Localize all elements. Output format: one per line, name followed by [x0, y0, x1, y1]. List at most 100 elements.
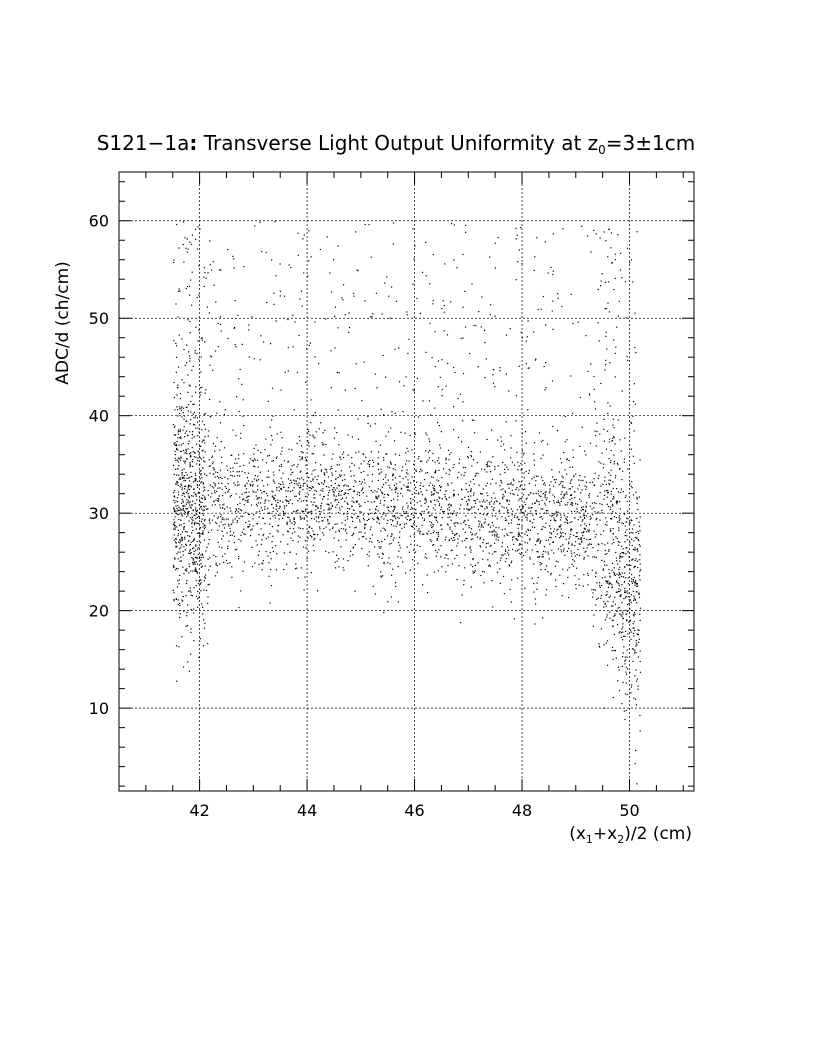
data-point: [566, 504, 568, 506]
data-point: [442, 300, 444, 302]
data-point: [188, 565, 190, 568]
data-point: [634, 629, 636, 632]
data-point: [448, 459, 450, 461]
data-point: [336, 464, 338, 466]
data-point: [192, 559, 194, 561]
data-point: [559, 574, 561, 576]
data-point: [196, 499, 198, 501]
data-point: [410, 543, 412, 545]
data-point: [419, 545, 421, 547]
data-point: [461, 488, 463, 490]
data-point: [618, 521, 620, 524]
data-point: [544, 484, 546, 486]
data-point: [430, 500, 432, 502]
data-point: [189, 466, 191, 468]
data-point: [428, 438, 430, 440]
data-point: [201, 603, 203, 605]
data-point: [211, 486, 213, 488]
data-point: [600, 280, 602, 282]
data-point: [282, 501, 284, 503]
data-point: [572, 449, 574, 451]
data-point: [518, 481, 520, 483]
data-point: [238, 410, 240, 413]
data-point: [182, 492, 184, 494]
data-point: [209, 484, 212, 486]
data-point: [578, 578, 580, 580]
data-point: [322, 432, 324, 434]
data-point: [234, 300, 236, 302]
data-point: [636, 231, 638, 233]
data-point: [613, 516, 616, 518]
data-point: [335, 506, 337, 508]
data-point: [203, 267, 205, 269]
data-point: [185, 471, 187, 473]
data-point: [630, 564, 632, 566]
data-point: [614, 259, 616, 261]
data-point: [467, 519, 469, 521]
data-point: [610, 232, 612, 234]
data-point: [396, 512, 398, 514]
data-point: [375, 495, 377, 497]
data-point: [365, 538, 367, 540]
data-point: [184, 460, 186, 462]
data-point: [255, 479, 257, 481]
data-point: [638, 521, 640, 523]
data-point: [505, 550, 507, 552]
data-point: [344, 484, 346, 486]
data-point: [246, 477, 249, 479]
data-point: [263, 491, 265, 493]
data-point: [219, 269, 221, 271]
data-point: [204, 341, 206, 343]
data-point: [172, 589, 174, 591]
data-point: [636, 496, 638, 498]
data-point: [618, 527, 620, 529]
data-point: [414, 433, 416, 435]
data-point: [235, 458, 237, 460]
data-point: [536, 500, 538, 503]
data-point: [583, 528, 585, 530]
data-point: [629, 569, 631, 571]
data-point: [180, 502, 183, 504]
data-point: [209, 416, 211, 418]
data-point: [604, 602, 606, 604]
data-point: [303, 483, 305, 485]
data-point: [556, 511, 558, 514]
data-point: [368, 466, 371, 468]
data-point: [185, 625, 187, 627]
data-point: [282, 483, 284, 485]
data-point: [608, 228, 610, 230]
data-point: [581, 508, 584, 510]
data-point: [595, 557, 597, 559]
data-point: [344, 524, 346, 526]
data-point: [537, 556, 539, 558]
data-point: [622, 623, 624, 625]
data-point: [569, 499, 571, 501]
data-point: [392, 539, 394, 541]
data-point: [415, 486, 417, 488]
data-point: [481, 506, 483, 508]
data-point: [220, 441, 222, 443]
data-point: [199, 501, 202, 503]
data-point: [436, 532, 438, 534]
data-point: [580, 479, 582, 482]
data-point: [519, 486, 521, 488]
data-point: [635, 580, 637, 582]
data-point: [192, 500, 194, 502]
data-point: [310, 256, 312, 258]
data-point: [298, 334, 300, 336]
data-point: [396, 488, 398, 490]
data-point: [196, 557, 198, 559]
data-point: [243, 425, 245, 427]
data-point: [379, 500, 382, 502]
data-point: [487, 495, 489, 497]
data-point: [625, 317, 627, 319]
data-point: [560, 498, 562, 500]
data-point: [622, 611, 624, 613]
data-point: [453, 494, 455, 496]
data-point: [606, 581, 608, 583]
data-point: [604, 576, 606, 578]
data-point: [484, 329, 486, 331]
data-point: [489, 502, 491, 504]
data-point: [635, 531, 637, 534]
data-point: [289, 521, 291, 523]
